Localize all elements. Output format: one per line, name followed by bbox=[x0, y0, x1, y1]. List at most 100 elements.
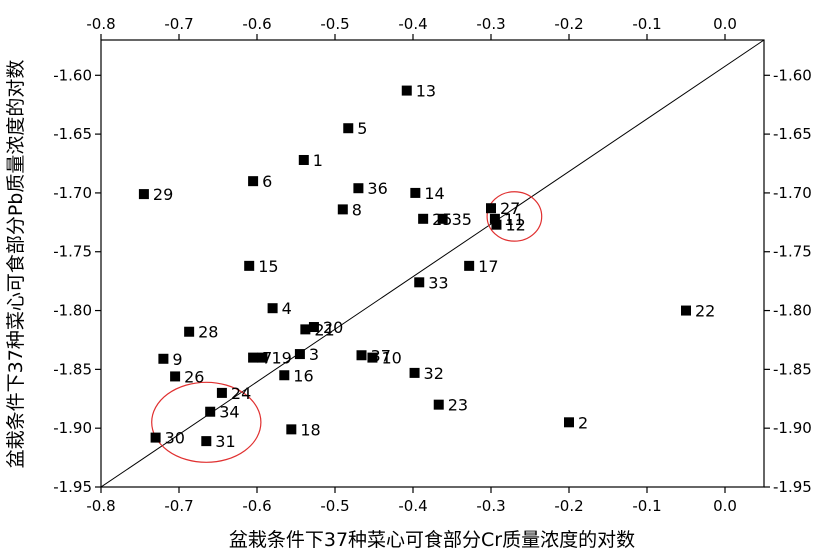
y-tick-label-left: -1.70 bbox=[53, 184, 92, 202]
data-point-7 bbox=[248, 352, 259, 363]
point-label-29: 29 bbox=[153, 185, 173, 204]
data-point-12 bbox=[491, 219, 502, 230]
y-tick-label-left: -1.75 bbox=[53, 243, 92, 261]
data-point-27 bbox=[486, 203, 496, 214]
point-label-17: 17 bbox=[478, 257, 498, 276]
point-label-26: 26 bbox=[184, 367, 204, 386]
point-label-15: 15 bbox=[258, 257, 278, 276]
x-tick-label-bottom: -0.5 bbox=[320, 497, 349, 515]
data-point-8 bbox=[337, 204, 348, 215]
y-tick-label-right: -1.65 bbox=[773, 125, 812, 143]
y-tick-label-right: -1.75 bbox=[773, 243, 812, 261]
x-tick-label-bottom: 0.0 bbox=[713, 497, 737, 515]
data-point-23 bbox=[433, 399, 444, 410]
point-label-2: 2 bbox=[578, 413, 588, 432]
point-label-37: 37 bbox=[371, 346, 391, 365]
y-tick-label-left: -1.85 bbox=[53, 360, 92, 378]
data-point-13 bbox=[401, 85, 412, 96]
point-label-19: 19 bbox=[271, 349, 291, 368]
data-point-30 bbox=[150, 432, 161, 443]
data-point-34 bbox=[205, 406, 216, 417]
data-point-5 bbox=[343, 123, 354, 134]
data-point-15 bbox=[244, 260, 255, 271]
x-tick-label-bottom: -0.3 bbox=[476, 497, 505, 515]
data-point-19 bbox=[257, 352, 268, 363]
data-point-31 bbox=[201, 436, 212, 447]
y-tick-label-right: -1.85 bbox=[773, 360, 812, 378]
y-tick-label-right: -1.80 bbox=[773, 302, 812, 320]
point-label-11: 11 bbox=[504, 210, 524, 229]
data-point-28 bbox=[184, 326, 195, 337]
data-point-16 bbox=[279, 370, 290, 381]
x-tick-label-top: -0.8 bbox=[86, 15, 115, 33]
reference-line-layer bbox=[101, 40, 764, 487]
data-point-17 bbox=[464, 260, 475, 271]
highlight-ellipse bbox=[486, 191, 543, 242]
point-label-28: 28 bbox=[198, 323, 218, 342]
data-point-32 bbox=[409, 367, 420, 378]
reference-line bbox=[101, 40, 764, 487]
point-label-8: 8 bbox=[352, 200, 362, 219]
point-label-14: 14 bbox=[424, 184, 444, 203]
x-tick-label-bottom: -0.7 bbox=[164, 497, 193, 515]
y-tick-label-right: -1.70 bbox=[773, 184, 812, 202]
point-label-31: 31 bbox=[215, 432, 235, 451]
point-label-9: 9 bbox=[172, 350, 182, 369]
data-point-3 bbox=[294, 349, 305, 360]
x-tick-label-bottom: -0.2 bbox=[554, 497, 583, 515]
x-tick-label-top: -0.2 bbox=[554, 15, 583, 33]
data-point-20 bbox=[308, 322, 319, 333]
points-layer: 1234567891011121314151617181920212223242… bbox=[138, 82, 715, 451]
point-label-16: 16 bbox=[293, 366, 313, 385]
y-tick-label-left: -1.95 bbox=[53, 478, 92, 496]
data-point-6 bbox=[248, 176, 259, 187]
point-label-35: 35 bbox=[452, 210, 472, 229]
point-label-18: 18 bbox=[300, 420, 320, 439]
point-label-22: 22 bbox=[695, 302, 715, 321]
point-label-27: 27 bbox=[500, 199, 520, 218]
point-label-23: 23 bbox=[448, 396, 468, 415]
x-tick-label-top: -0.3 bbox=[476, 15, 505, 33]
point-label-3: 3 bbox=[309, 345, 319, 364]
data-point-21 bbox=[300, 324, 311, 335]
x-tick-label-bottom: -0.4 bbox=[398, 497, 427, 515]
y-tick-label-left: -1.60 bbox=[53, 66, 92, 84]
y-axis-title: 盆栽条件下37种菜心可食部分Pb质量浓度的对数 bbox=[5, 60, 27, 469]
highlight-ellipse-layer bbox=[151, 191, 543, 463]
point-label-10: 10 bbox=[381, 349, 401, 368]
y-tick-label-left: -1.90 bbox=[53, 419, 92, 437]
x-axis-title: 盆栽条件下37种菜心可食部分Cr质量浓度的对数 bbox=[229, 529, 635, 551]
x-tick-label-top: -0.1 bbox=[632, 15, 661, 33]
data-point-9 bbox=[158, 353, 169, 364]
y-tick-label-left: -1.80 bbox=[53, 302, 92, 320]
y-tick-label-right: -1.60 bbox=[773, 66, 812, 84]
data-point-36 bbox=[353, 183, 364, 194]
y-tick-label-right: -1.90 bbox=[773, 419, 812, 437]
point-label-30: 30 bbox=[165, 429, 185, 448]
data-point-18 bbox=[286, 424, 297, 435]
point-label-4: 4 bbox=[282, 299, 292, 318]
data-point-24 bbox=[216, 387, 227, 398]
point-label-6: 6 bbox=[262, 172, 272, 191]
data-point-26 bbox=[170, 371, 181, 382]
data-point-22 bbox=[681, 305, 691, 316]
point-label-13: 13 bbox=[416, 82, 436, 101]
x-tick-label-bottom: -0.8 bbox=[86, 497, 115, 515]
point-label-12: 12 bbox=[505, 216, 525, 235]
data-point-14 bbox=[410, 187, 421, 198]
point-label-34: 34 bbox=[219, 403, 239, 422]
data-point-25 bbox=[418, 213, 429, 224]
data-point-29 bbox=[138, 189, 149, 200]
plot-frame bbox=[100, 39, 765, 488]
point-label-33: 33 bbox=[428, 273, 448, 292]
x-tick-label-top: -0.7 bbox=[164, 15, 193, 33]
y-tick-label-left: -1.65 bbox=[53, 125, 92, 143]
x-tick-label-top: -0.4 bbox=[398, 15, 427, 33]
data-point-37 bbox=[356, 350, 367, 361]
data-point-33 bbox=[414, 277, 425, 288]
data-point-35 bbox=[437, 213, 448, 224]
axes-ticks: -0.8 -0.8 -0.7 -0.7 -0.6 -0.6 -0.5 -0.5 -0.4 -0.4… bbox=[53, 15, 812, 515]
x-tick-label-bottom: -0.1 bbox=[632, 497, 661, 515]
point-label-32: 32 bbox=[424, 364, 444, 383]
